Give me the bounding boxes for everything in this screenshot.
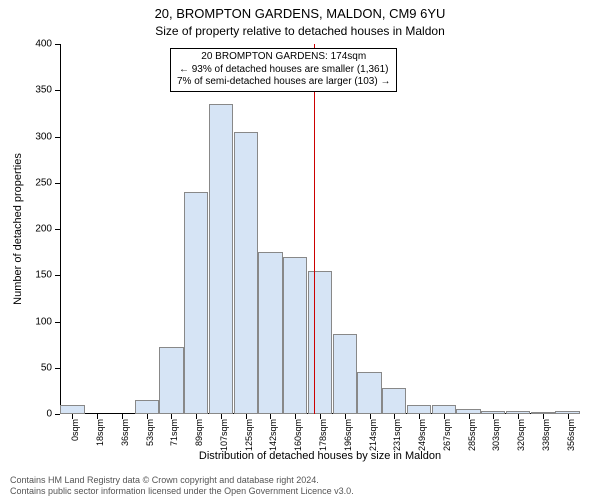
x-tick-label: 107sqm	[219, 419, 229, 451]
y-tick-label: 50	[20, 362, 52, 373]
x-tick-label: 142sqm	[268, 419, 278, 451]
chart-title-main: 20, BROMPTON GARDENS, MALDON, CM9 6YU	[0, 6, 600, 21]
histogram-bar	[407, 405, 431, 414]
y-tick-label: 150	[20, 270, 52, 281]
y-tick-label: 300	[20, 131, 52, 142]
y-tick	[55, 90, 60, 91]
annotation-line: ← 93% of detached houses are smaller (1,…	[177, 64, 390, 77]
x-tick-label: 285sqm	[467, 419, 477, 451]
y-tick-label: 350	[20, 85, 52, 96]
x-tick-label: 196sqm	[343, 419, 353, 451]
x-tick-label: 89sqm	[194, 419, 204, 446]
y-tick-label: 0	[20, 409, 52, 420]
chart-title-sub: Size of property relative to detached ho…	[0, 24, 600, 38]
y-tick	[55, 183, 60, 184]
x-tick-label: 303sqm	[491, 419, 501, 451]
annotation-line: 7% of semi-detached houses are larger (1…	[177, 76, 390, 89]
x-tick-label: 125sqm	[244, 419, 254, 451]
histogram-bar	[184, 192, 208, 414]
y-tick	[55, 275, 60, 276]
histogram-bar	[60, 405, 84, 414]
histogram-bar	[357, 372, 381, 414]
x-tick-label: 320sqm	[516, 419, 526, 451]
histogram-bar	[209, 104, 233, 414]
histogram-bar	[135, 400, 159, 414]
x-tick-label: 356sqm	[566, 419, 576, 451]
histogram-bar	[333, 334, 357, 414]
histogram-bar	[258, 252, 282, 414]
x-tick-label: 160sqm	[293, 419, 303, 451]
y-tick	[55, 44, 60, 45]
y-tick-label: 200	[20, 224, 52, 235]
x-tick-label: 36sqm	[120, 419, 130, 446]
y-tick-label: 400	[20, 39, 52, 50]
x-tick-label: 249sqm	[417, 419, 427, 451]
y-tick	[55, 229, 60, 230]
y-tick-label: 100	[20, 316, 52, 327]
histogram-bar	[382, 388, 406, 414]
x-tick-label: 53sqm	[145, 419, 155, 446]
y-axis-line	[60, 44, 61, 414]
histogram-bar	[308, 271, 332, 414]
x-tick-label: 0sqm	[70, 419, 80, 441]
footer-line-2: Contains public sector information licen…	[10, 486, 354, 496]
histogram-bar	[234, 132, 258, 414]
footer-attribution: Contains HM Land Registry data © Crown c…	[10, 475, 354, 496]
y-tick	[55, 368, 60, 369]
x-tick-label: 178sqm	[318, 419, 328, 451]
histogram-bar	[432, 405, 456, 414]
y-tick	[55, 137, 60, 138]
y-tick-label: 250	[20, 177, 52, 188]
chart-container: 20, BROMPTON GARDENS, MALDON, CM9 6YU Si…	[0, 0, 600, 500]
annotation-box: 20 BROMPTON GARDENS: 174sqm← 93% of deta…	[170, 48, 397, 92]
reference-marker-line	[314, 44, 315, 414]
y-tick	[55, 414, 60, 415]
plot-area: 0501001502002503003504000sqm18sqm36sqm53…	[60, 44, 580, 414]
x-tick-label: 214sqm	[368, 419, 378, 451]
histogram-bar	[283, 257, 307, 414]
histogram-bar	[159, 347, 183, 414]
x-tick-label: 267sqm	[442, 419, 452, 451]
footer-line-1: Contains HM Land Registry data © Crown c…	[10, 475, 354, 485]
x-tick-label: 18sqm	[95, 419, 105, 446]
x-tick-label: 231sqm	[392, 419, 402, 451]
y-tick	[55, 322, 60, 323]
x-tick-label: 71sqm	[169, 419, 179, 446]
annotation-line: 20 BROMPTON GARDENS: 174sqm	[177, 51, 390, 64]
x-tick-label: 338sqm	[541, 419, 551, 451]
x-axis-label: Distribution of detached houses by size …	[60, 450, 580, 462]
